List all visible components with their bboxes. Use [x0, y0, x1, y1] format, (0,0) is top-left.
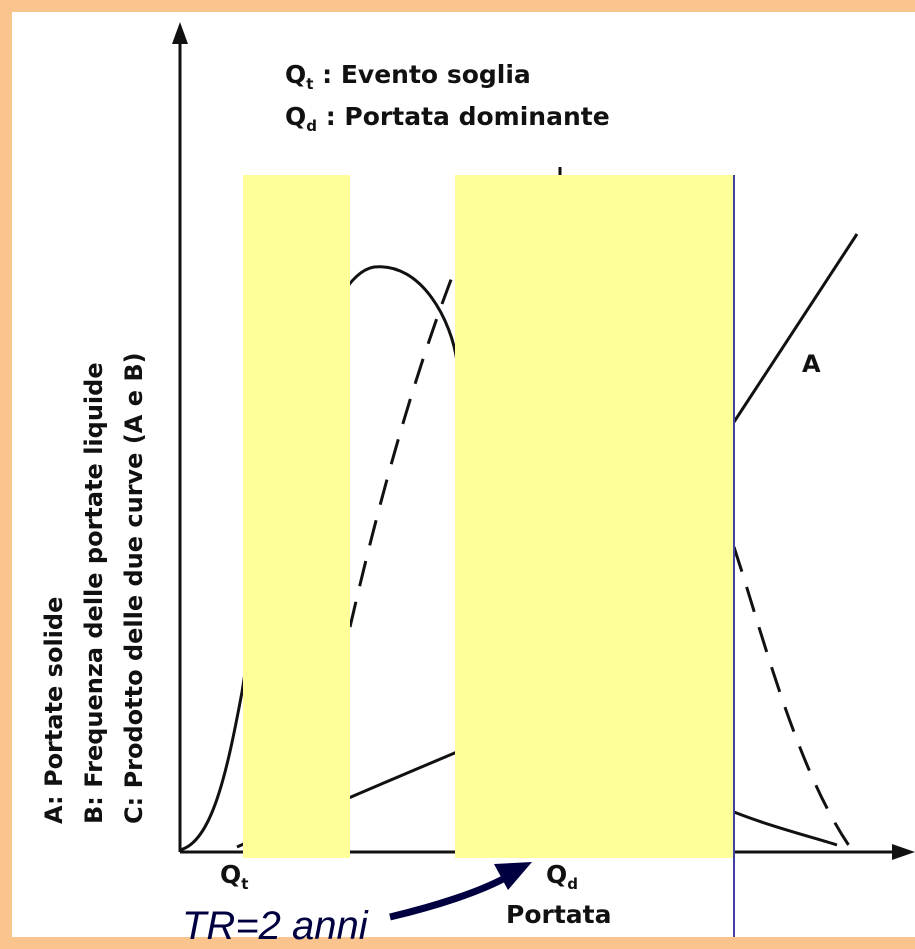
legend-qt: Qt : Evento soglia [285, 60, 531, 93]
highlight-left [243, 175, 350, 858]
legend-qd-sub: d [306, 117, 318, 135]
legend-qd: Qd : Portata dominante [285, 102, 610, 135]
y-label-a: A: Portate solide [40, 596, 68, 824]
y-axis-arrowhead [172, 22, 188, 44]
x-tick-qt: Qt [220, 860, 249, 893]
curve-dashed [348, 263, 854, 851]
annotation-arrow [389, 870, 514, 921]
curve-a [732, 233, 859, 423]
curve-a-label: A [802, 350, 821, 378]
legend-qd-symbol: Q [285, 102, 307, 131]
x-axis-label: Portata [506, 900, 612, 929]
legend-qt-text: : Evento soglia [322, 60, 531, 89]
highlight-right [455, 175, 734, 858]
y-axis-labels: A: Portate solide B: Frequenza delle por… [34, 204, 164, 824]
x-axis-arrowhead [892, 844, 915, 860]
return-period-annotation: TR=2 anni [182, 904, 368, 948]
legend-qt-sub: t [306, 75, 314, 93]
diagram-panel: Qt : Evento soglia Qd : Portata dominant… [12, 12, 915, 948]
legend-qd-text: : Portata dominante [325, 102, 610, 131]
annotation-arrowhead [494, 862, 532, 890]
x-tick-qd: Qd [546, 860, 579, 893]
y-label-c: C: Prodotto delle due curve (A e B) [120, 352, 148, 824]
diagram-canvas [172, 22, 915, 937]
y-label-b: B: Frequenza delle portate liquide [80, 362, 108, 824]
legend-qt-symbol: Q [285, 60, 307, 89]
